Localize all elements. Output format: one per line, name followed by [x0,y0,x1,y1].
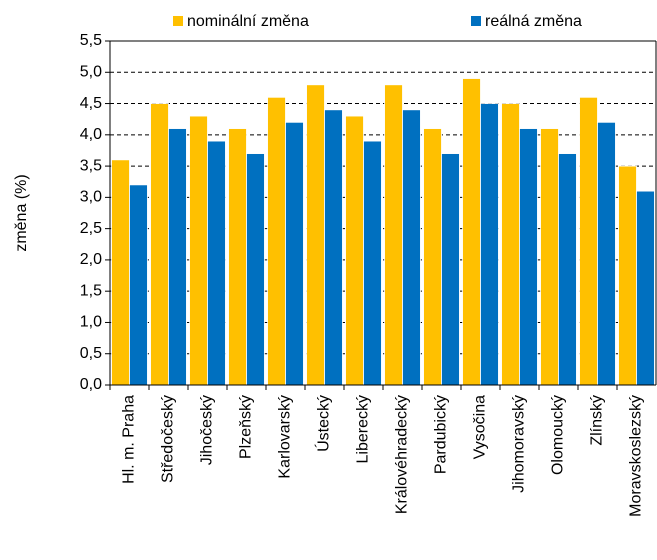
x-tick-label: Zlínský [589,395,606,446]
bar [345,115,364,386]
bar [285,121,304,386]
bar [618,165,637,386]
bar [111,159,130,386]
x-tick-label: Vysočina [472,395,489,459]
legend-label: reálná změna [485,13,582,30]
x-tick-label: Hl. m. Praha [121,395,138,484]
bar [597,121,616,386]
x-tick-label: Jihočeský [199,395,216,465]
legend-swatch [471,16,481,26]
y-tick-label: 2,5 [80,220,102,237]
bar [480,103,499,386]
bar [207,140,226,386]
bar [324,109,343,386]
x-tick-label: Královéhradecký [394,395,411,514]
y-tick-label: 1,0 [80,314,102,331]
bar [402,109,421,386]
bar [441,153,460,386]
x-tick-label: Moravskoslezský [628,395,645,517]
bar [501,103,520,386]
y-tick-label: 4,0 [80,126,102,143]
bar [306,84,325,386]
bar [228,128,247,386]
x-tick-label: Středočeský [160,395,177,483]
legend-swatch [173,16,183,26]
bar [462,78,481,386]
y-tick-label: 3,5 [80,157,102,174]
x-tick-label: Ústecký [314,395,333,452]
x-tick-label: Liberecký [355,395,372,463]
x-tick-label: Plzeňský [238,395,255,459]
bar [363,140,382,386]
y-tick-label: 0,0 [80,376,102,393]
bar [384,84,403,386]
y-tick-label: 4,5 [80,95,102,112]
bar [423,128,442,386]
bar [558,153,577,386]
x-tick-label: Olomoucký [550,395,567,475]
y-tick-label: 1,5 [80,282,102,299]
bar [519,128,538,386]
bar [540,128,559,386]
y-tick-label: 5,0 [80,63,102,80]
bar [579,96,598,386]
y-tick-label: 2,0 [80,251,102,268]
bar [129,184,148,386]
bar [636,190,655,386]
bar [150,103,169,386]
x-tick-label: Jihomoravský [511,395,528,493]
bar [189,115,208,386]
bar [168,128,187,386]
x-tick-label: Pardubický [433,395,450,474]
bar [246,153,265,386]
x-tick-label: Karlovarský [277,395,294,479]
y-tick-label: 0,5 [80,345,102,362]
bar [267,96,286,386]
legend-label: nominální změna [187,13,309,30]
y-axis-label: změna (%) [13,174,30,251]
y-tick-label: 5,5 [80,32,102,49]
y-tick-label: 3,0 [80,189,102,206]
